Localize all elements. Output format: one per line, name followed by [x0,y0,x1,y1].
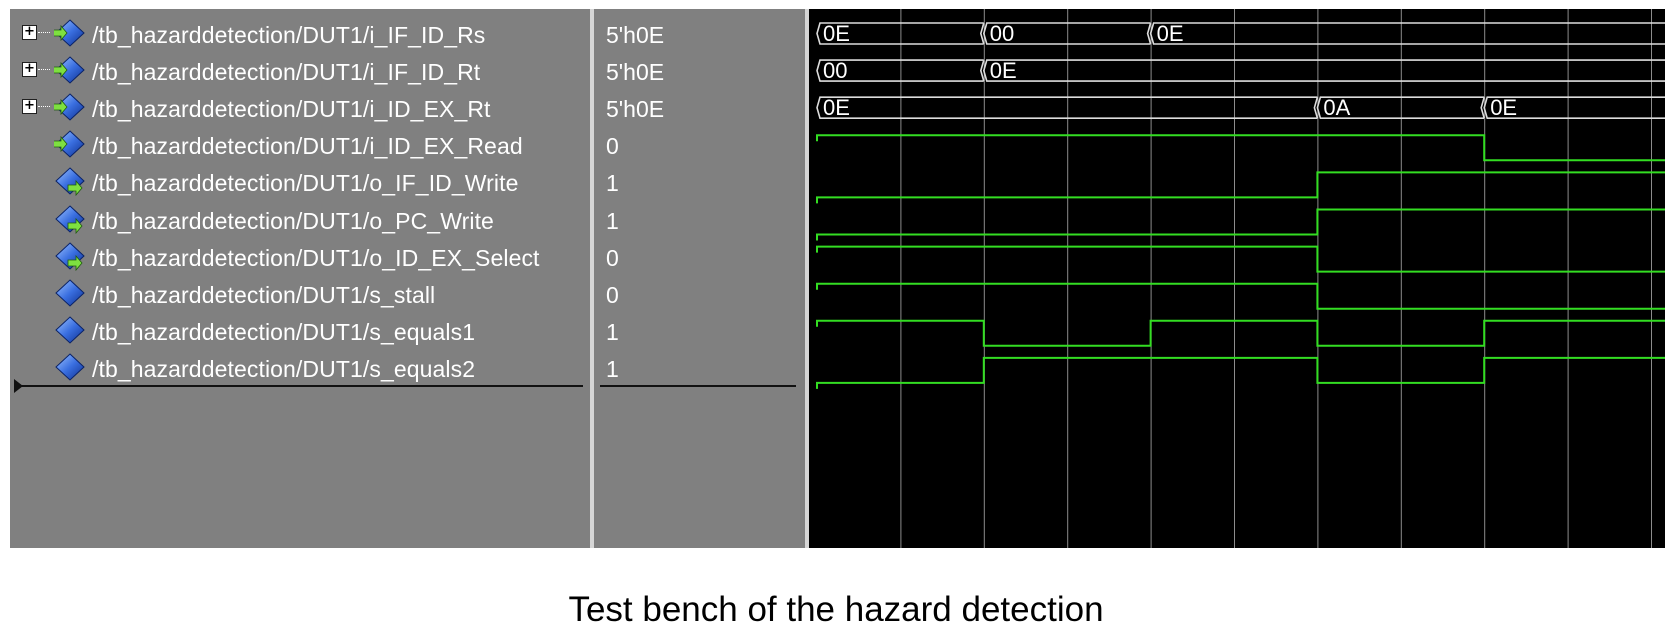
signal-names-pane: + /tb_hazarddetection/DUT1/i_IF_ID_Rs + /tb… [10,9,594,548]
signal-row[interactable]: + /tb_hazarddetection/DUT1/i_IF_ID_Rs [10,15,590,52]
value-row: 1 [594,201,805,238]
bus-value-label: 0E [823,21,850,46]
signal-name[interactable]: /tb_hazarddetection/DUT1/s_stall [92,281,436,308]
bus-segment [982,22,1152,45]
signal-row[interactable]: /tb_hazarddetection/DUT1/s_equals2 [10,349,590,386]
expand-plus-icon[interactable]: + [22,25,37,40]
values-divider-line [600,385,796,387]
signal-row[interactable]: /tb_hazarddetection/DUT1/o_PC_Write [10,201,590,238]
bus-segment [816,96,1319,119]
bus-segment [1316,96,1485,119]
value-row: 0 [594,238,805,275]
signal-icon [54,279,88,309]
names-divider-line [16,385,583,387]
value-row: 0 [594,126,805,163]
signal-value: 5'h0E [606,59,665,86]
figure-caption: Test bench of the hazard detection [568,590,1104,629]
signal-icon [54,316,88,346]
signal-name[interactable]: /tb_hazarddetection/DUT1/i_IF_ID_Rt [92,59,481,86]
bit-waveform [816,356,1665,389]
signal-row[interactable]: /tb_hazarddetection/DUT1/s_stall [10,275,590,312]
bus-value-label: 00 [990,21,1014,46]
input-port-icon [52,19,88,49]
output-port-icon [54,204,88,235]
signal-name[interactable]: /tb_hazarddetection/DUT1/i_ID_EX_Rt [92,96,491,123]
tree-connector-line [38,106,50,108]
signal-values-pane: 5'h0E 5'h0E 5'h0E 0 1 1 0 0 1 1 [594,9,809,548]
signal-value: 1 [606,355,619,382]
input-port-icon [52,130,88,160]
bus-value-label: 0E [1157,21,1184,46]
waveform-window: + /tb_hazarddetection/DUT1/i_IF_ID_Rs + /tb… [10,9,1665,548]
signal-value: 0 [606,133,619,160]
tree-connector-line [38,69,50,71]
signal-name[interactable]: /tb_hazarddetection/DUT1/o_IF_ID_Write [92,170,519,197]
bit-waveform [816,134,1665,162]
bus-segment [982,59,1665,82]
value-row: 1 [594,163,805,200]
value-row: 1 [594,349,805,386]
input-port-icon [52,93,88,123]
bus-segment [816,59,985,82]
signal-name[interactable]: /tb_hazarddetection/DUT1/s_equals1 [92,318,476,345]
bus-value-label: 0A [1323,95,1350,120]
output-port-icon [54,241,88,272]
signal-row[interactable]: + /tb_hazarddetection/DUT1/i_ID_EX_Rt [10,89,590,126]
value-row: 5'h0E [594,52,805,89]
signal-value: 0 [606,244,619,271]
signal-name[interactable]: /tb_hazarddetection/DUT1/o_PC_Write [92,207,494,234]
bus-value-label: 00 [823,58,847,83]
signal-row[interactable]: /tb_hazarddetection/DUT1/o_ID_EX_Select [10,238,590,275]
signal-value: 5'h0E [606,96,665,123]
signal-row[interactable]: /tb_hazarddetection/DUT1/i_ID_EX_Read [10,126,590,163]
input-port-icon [52,56,88,86]
bus-segment [816,22,985,45]
bus-value-label: 0E [1490,95,1517,120]
bit-waveform [816,319,1665,347]
expand-plus-icon[interactable]: + [22,99,37,115]
value-row: 0 [594,275,805,312]
bus-value-label: 0E [823,95,850,120]
value-row: 5'h0E [594,89,805,126]
waveform-pane[interactable]: 0E 00 0E 00 0E 0E 0A 0E [809,9,1665,548]
output-port-icon [54,167,88,197]
value-row: 5'h0E [594,15,805,52]
signal-value: 5'h0E [606,22,665,48]
tree-connector-line [38,32,50,33]
expand-plus-icon[interactable]: + [22,62,37,78]
signal-icon [54,353,88,383]
bit-waveform [816,245,1665,273]
bus-segment [1483,96,1665,119]
value-row: 1 [594,312,805,349]
signal-name[interactable]: /tb_hazarddetection/DUT1/o_ID_EX_Select [92,244,540,271]
bit-waveform [816,208,1665,241]
signal-name[interactable]: /tb_hazarddetection/DUT1/i_IF_ID_Rs [92,22,486,48]
bus-value-label: 0E [990,58,1017,83]
bus-segment [1149,22,1665,45]
cursor-marker-icon[interactable] [14,379,23,393]
signal-name[interactable]: /tb_hazarddetection/DUT1/s_equals2 [92,355,476,382]
signal-value: 1 [606,318,619,345]
signal-row[interactable]: /tb_hazarddetection/DUT1/s_equals1 [10,312,590,349]
signal-value: 0 [606,281,619,308]
signal-value: 1 [606,207,619,234]
waveform-canvas[interactable]: 0E 00 0E 00 0E 0E 0A 0E [809,9,1665,548]
signal-name[interactable]: /tb_hazarddetection/DUT1/i_ID_EX_Read [92,133,523,160]
signal-row[interactable]: /tb_hazarddetection/DUT1/o_IF_ID_Write [10,163,590,200]
signal-row[interactable]: + /tb_hazarddetection/DUT1/i_IF_ID_Rt [10,52,590,89]
bit-waveform [816,282,1665,310]
signal-value: 1 [606,170,619,197]
bit-waveform [816,171,1665,204]
